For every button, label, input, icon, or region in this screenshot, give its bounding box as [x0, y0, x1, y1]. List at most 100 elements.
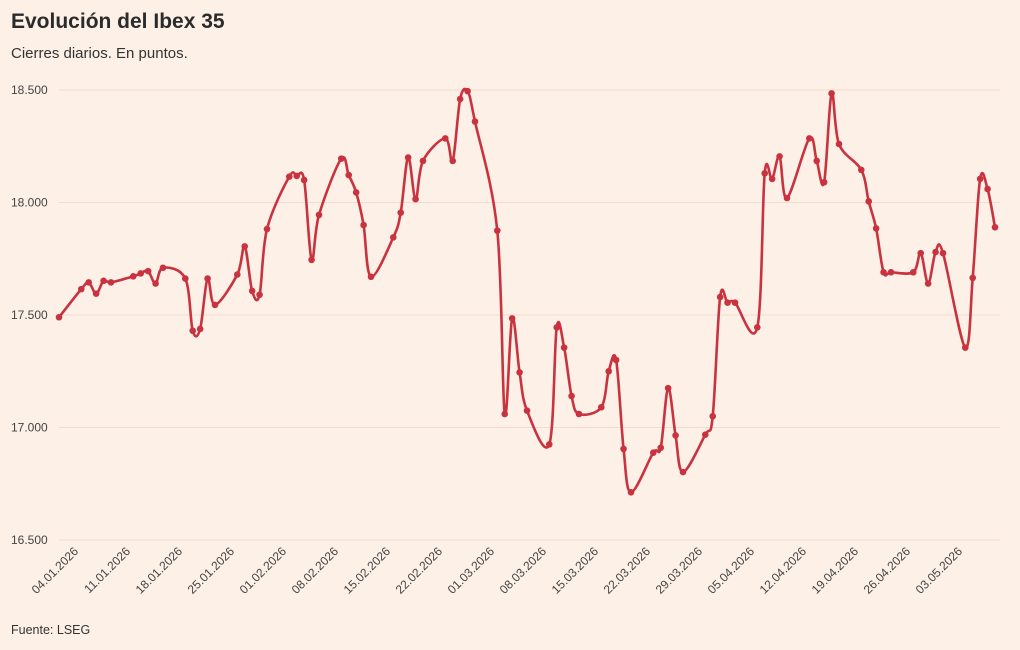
data-point [568, 392, 575, 400]
data-point [932, 248, 939, 256]
x-tick-label: 12.04.2026 [757, 544, 810, 597]
chart-source: Fuente: LSEG [11, 623, 91, 637]
data-point [412, 195, 419, 203]
data-point [337, 155, 345, 162]
data-point [464, 87, 471, 95]
y-tick-label: 16.500 [11, 533, 48, 547]
x-tick-label: 04.01.2026 [29, 544, 82, 597]
data-point [360, 221, 367, 229]
data-point [813, 157, 821, 165]
series-line [57, 87, 997, 494]
data-point [731, 299, 739, 306]
data-point [627, 489, 635, 496]
data-point [100, 277, 107, 285]
x-tick-label: 11.01.2026 [81, 544, 133, 596]
y-tick-label: 18.500 [11, 83, 48, 97]
data-point [367, 273, 375, 281]
y-axis: 16.500 17.000 17.500 18.000 18.500 [11, 83, 48, 547]
data-point [724, 299, 731, 306]
data-point [285, 173, 293, 180]
data-point [761, 169, 769, 177]
data-point [352, 189, 360, 196]
data-point [152, 280, 159, 287]
data-point [664, 384, 672, 392]
data-point [924, 280, 932, 287]
data-point [471, 118, 479, 125]
data-point [820, 178, 828, 186]
data-point [657, 444, 665, 452]
data-point [516, 369, 523, 376]
data-point [575, 410, 583, 418]
x-tick-label: 08.02.2026 [289, 544, 342, 597]
data-point [828, 90, 835, 97]
x-tick-label: 22.02.2026 [393, 544, 446, 597]
data-point [776, 153, 783, 160]
data-point [716, 293, 724, 301]
data-point [419, 157, 427, 165]
y-tick-label: 17.000 [11, 421, 48, 435]
data-point [649, 449, 657, 457]
data-point [672, 432, 679, 439]
data-point [679, 468, 687, 476]
data-point [939, 249, 947, 257]
data-point [204, 275, 211, 282]
data-point [597, 403, 605, 411]
data-point [865, 198, 873, 205]
x-tick-label: 25.01.2026 [185, 544, 238, 597]
x-axis: 04.01.2026 11.01.2026 18.01.2026 25.01.2026… [29, 544, 966, 597]
data-point [241, 243, 249, 250]
data-point [880, 268, 887, 276]
data-point [508, 315, 516, 322]
data-point [783, 194, 791, 202]
x-tick-label: 18.01.2026 [133, 544, 186, 597]
data-point [129, 273, 137, 280]
data-point [768, 175, 776, 183]
x-tick-label: 05.04.2026 [705, 544, 758, 597]
data-point [709, 412, 717, 420]
data-point [449, 157, 457, 165]
data-point [835, 140, 843, 148]
data-point [545, 441, 553, 448]
data-point [263, 225, 271, 233]
data-point [612, 356, 620, 364]
y-tick-label: 18.000 [11, 196, 48, 210]
data-point [857, 166, 865, 174]
data-point [77, 285, 85, 293]
data-point [753, 324, 761, 331]
chart-title: Evolución del Ibex 35 [11, 10, 225, 33]
x-tick-label: 01.03.2026 [445, 544, 498, 597]
data-point [189, 327, 197, 335]
data-point [181, 275, 189, 282]
data-point [969, 274, 977, 282]
data-point [553, 324, 561, 331]
data-point [560, 344, 568, 351]
data-point [293, 172, 301, 180]
data-point [211, 301, 219, 309]
x-tick-label: 19.04.2026 [809, 544, 862, 597]
data-point [92, 290, 100, 297]
data-point [984, 185, 991, 193]
data-point [144, 267, 152, 275]
data-point [887, 268, 895, 276]
data-point [456, 95, 464, 103]
data-point [196, 325, 204, 333]
y-tick-label: 17.500 [11, 308, 48, 322]
data-point [308, 256, 315, 264]
data-point [991, 223, 999, 231]
data-point [917, 249, 925, 257]
data-point [493, 227, 501, 234]
data-point [872, 225, 880, 232]
data-point [315, 211, 323, 219]
data-point [620, 445, 627, 453]
data-point [107, 279, 115, 286]
data-point [909, 268, 917, 276]
data-point [501, 410, 509, 418]
grid-layer [59, 89, 1000, 541]
data-point [523, 407, 531, 414]
data-point [256, 291, 263, 299]
x-tick-label: 08.03.2026 [497, 544, 550, 597]
data-point [248, 287, 256, 295]
chart-subtitle: Cierres diarios. En puntos. [11, 45, 188, 62]
data-point [397, 209, 405, 216]
